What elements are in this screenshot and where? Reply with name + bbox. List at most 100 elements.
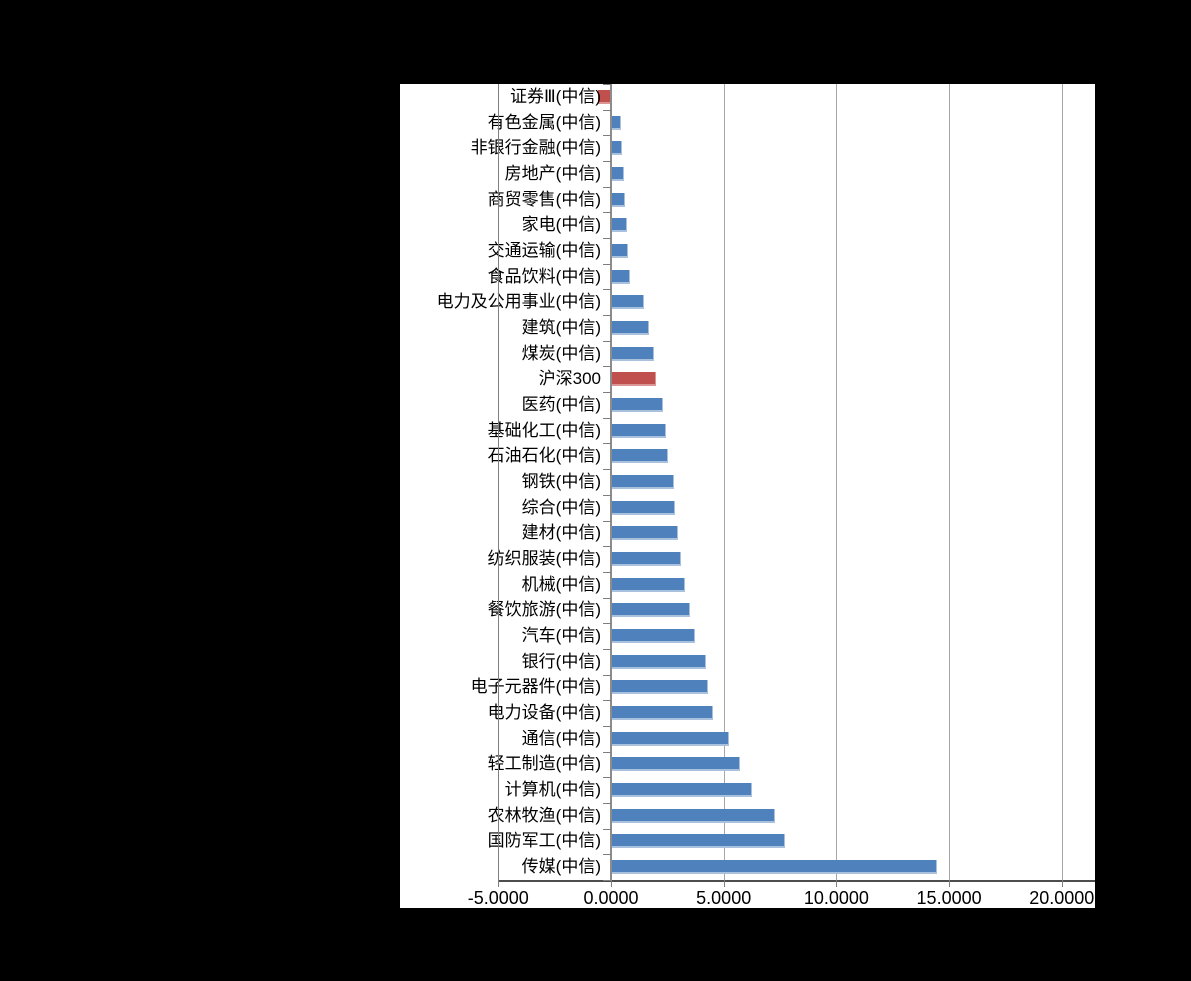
value-axis-tick <box>723 880 725 887</box>
category-axis-tick <box>603 187 611 188</box>
category-axis-tick <box>603 623 611 624</box>
gridlines-layer <box>400 84 1095 908</box>
category-label: 家电(中信) <box>521 215 601 235</box>
bar <box>612 192 626 207</box>
bar <box>612 577 685 592</box>
bar <box>612 603 691 618</box>
category-axis-tick <box>603 880 611 881</box>
bar <box>612 141 623 156</box>
category-axis-tick <box>603 84 611 85</box>
category-label: 农林牧渔(中信) <box>487 805 601 825</box>
category-axis-tick <box>603 392 611 393</box>
category-label: 有色金属(中信) <box>487 112 601 132</box>
category-axis-tick <box>603 495 611 496</box>
category-label: 食品饮料(中信) <box>487 266 601 286</box>
bar <box>612 629 695 644</box>
category-axis-tick <box>603 803 611 804</box>
value-axis-tick <box>611 880 612 887</box>
value-axis-tick <box>1061 880 1063 887</box>
category-axis-tick <box>603 854 611 855</box>
vertical-gridline <box>949 84 951 880</box>
x-axis-tick-label: 15.0000 <box>916 888 982 908</box>
category-labels-layer: 证券Ⅲ(中信) 有色金属(中信) 非银行金融(中信) 房地产(中信) 商贸零售(中信) 家… <box>400 84 1095 908</box>
bar <box>612 757 741 772</box>
category-label: 钢铁(中信) <box>521 472 601 491</box>
x-axis-tick-label: 20.0000 <box>1029 888 1095 908</box>
bar <box>612 500 676 515</box>
category-label: 沪深300 <box>538 369 601 389</box>
category-label: 餐饮旅游(中信) <box>487 600 601 620</box>
category-label: 综合(中信) <box>521 497 601 517</box>
category-axis-tick <box>603 443 611 444</box>
category-label: 轻工制造(中信) <box>487 754 601 774</box>
x-axis-tick-label: 10.0000 <box>803 888 869 908</box>
bar <box>612 526 678 541</box>
category-axis-tick <box>603 700 611 701</box>
category-axis-tick <box>603 777 611 778</box>
category-axis-line <box>610 84 612 880</box>
category-axis-tick <box>603 110 611 111</box>
category-label: 交通运输(中信) <box>487 240 601 260</box>
category-axis-tick <box>603 238 611 239</box>
bar <box>612 115 622 130</box>
category-label: 国防军工(中信) <box>487 831 601 851</box>
category-label: 计算机(中信) <box>504 780 601 800</box>
category-axis-tick <box>603 572 611 573</box>
category-label: 房地产(中信) <box>504 163 601 183</box>
bar <box>612 218 627 233</box>
category-axis-tick <box>603 161 611 162</box>
category-axis-tick <box>603 264 611 265</box>
bar <box>612 731 729 746</box>
bar <box>612 320 650 335</box>
category-label: 电力及公用事业(中信) <box>436 292 601 312</box>
bar <box>612 680 708 695</box>
bar <box>612 475 674 489</box>
bar <box>612 166 625 181</box>
category-axis-tick <box>603 469 611 470</box>
bar <box>612 295 644 310</box>
x-axis-tick-label: -5.0000 <box>467 888 529 908</box>
value-axis-tick <box>949 880 951 887</box>
bar <box>612 269 630 284</box>
x-axis-labels-layer: -5.0000 0.0000 5.0000 10.0000 15.0000 20.0000 <box>400 84 1095 908</box>
category-axis-tick <box>603 829 611 830</box>
vertical-gridline <box>836 84 838 880</box>
category-axis-tick <box>603 546 611 547</box>
category-label: 商贸零售(中信) <box>487 189 601 209</box>
bar-highlight <box>612 372 656 387</box>
bar <box>612 808 776 823</box>
category-label: 证券Ⅲ(中信) <box>509 86 601 106</box>
category-label: 通信(中信) <box>521 728 601 748</box>
category-axis-tick <box>603 341 611 342</box>
bar <box>612 552 681 567</box>
sector-performance-bar-chart: 证券Ⅲ(中信) 有色金属(中信) 非银行金融(中信) 房地产(中信) 商贸零售(中信) 家… <box>400 84 1095 908</box>
category-axis-tick <box>603 289 611 290</box>
category-label: 电力设备(中信) <box>487 703 601 723</box>
category-axis-tick <box>603 212 611 213</box>
category-label: 建材(中信) <box>521 523 601 543</box>
bar <box>612 783 752 798</box>
value-axis-tick <box>836 880 838 887</box>
category-label: 电子元器件(中信) <box>470 677 601 697</box>
category-axis-tick <box>603 726 611 727</box>
bar <box>612 449 668 464</box>
bar <box>612 860 938 875</box>
category-axis-tick <box>603 675 611 676</box>
x-axis-tick-label: 0.0000 <box>583 888 639 908</box>
bar <box>612 243 629 258</box>
bar <box>612 834 786 849</box>
category-axis-tick <box>603 366 611 367</box>
category-label: 基础化工(中信) <box>487 420 601 440</box>
bar <box>612 397 664 412</box>
vertical-gridline <box>723 84 725 880</box>
category-label: 机械(中信) <box>521 574 601 594</box>
category-label: 煤炭(中信) <box>521 343 601 363</box>
bar <box>612 423 667 438</box>
bar <box>612 654 706 669</box>
category-label: 医药(中信) <box>521 394 601 414</box>
category-label: 石油石化(中信) <box>487 446 601 466</box>
category-axis-tick <box>603 418 611 419</box>
category-axis-tick <box>603 598 611 599</box>
value-axis-tick <box>498 880 500 887</box>
